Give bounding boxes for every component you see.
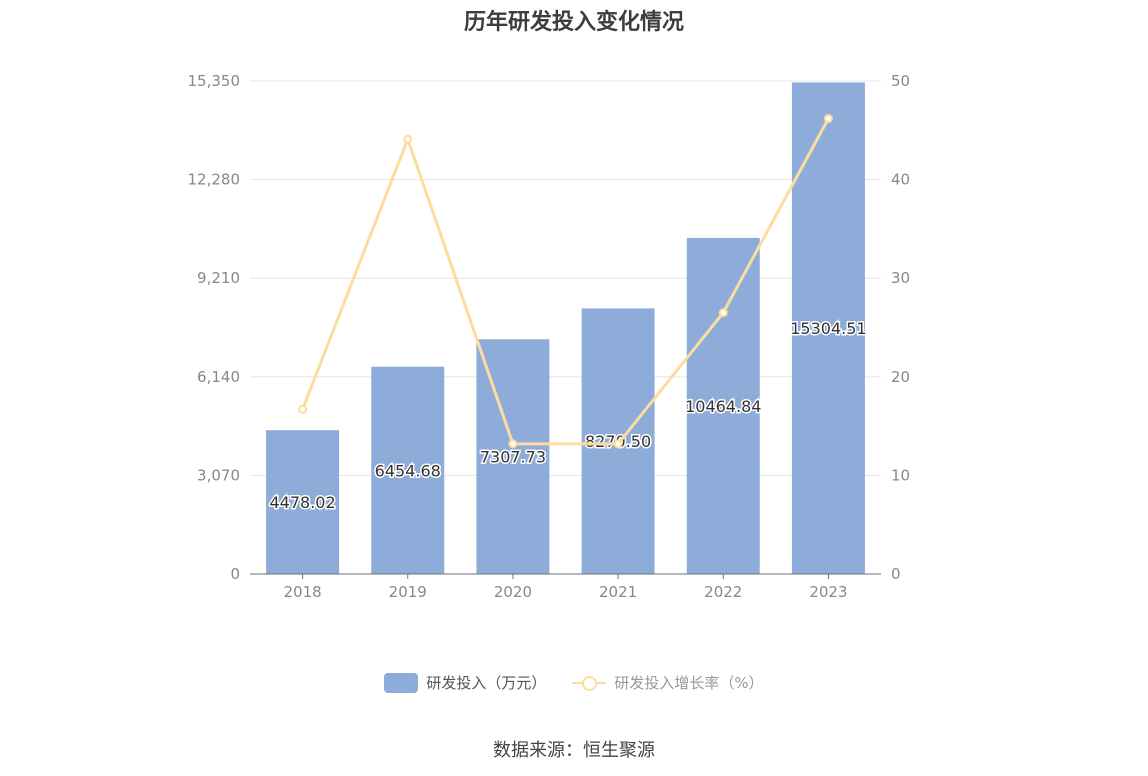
grid-lines bbox=[250, 80, 881, 476]
axes: 0 0 3,070 10 6,140 20 9,210 30 12,280 40 15,350 50 2… bbox=[188, 72, 911, 601]
legend-bar-swatch bbox=[384, 672, 419, 693]
bar-data-label: 15304.51 bbox=[790, 319, 866, 338]
bar bbox=[371, 366, 445, 574]
x-tick-label: 2021 bbox=[599, 583, 637, 601]
y-left-tick-label: 3,070 bbox=[197, 466, 240, 484]
bar-data-label: 4478.02 bbox=[269, 493, 335, 512]
bar-data-label: 7307.73 bbox=[480, 448, 546, 467]
legend-line-label: 研发投入增长率（%） bbox=[614, 674, 764, 692]
y-right-tick-label: 20 bbox=[891, 368, 910, 386]
growth-rate-line bbox=[301, 117, 830, 446]
x-tick-label: 2019 bbox=[389, 583, 427, 601]
growth-rate-point bbox=[718, 308, 728, 318]
y-left-tick-label: 6,140 bbox=[197, 368, 240, 386]
growth-rate-point bbox=[508, 439, 518, 449]
growth-rate-point bbox=[298, 404, 308, 414]
y-right-tick-label: 30 bbox=[891, 269, 910, 287]
x-tick-label: 2023 bbox=[809, 583, 847, 601]
growth-rate-point bbox=[613, 439, 623, 449]
bar-data-label: 10464.84 bbox=[685, 397, 761, 416]
y-left-tick-label: 0 bbox=[230, 565, 240, 583]
bar bbox=[686, 237, 760, 574]
bar-data-label: 6454.68 bbox=[375, 461, 441, 480]
y-left-tick-label: 15,350 bbox=[188, 72, 241, 90]
legend-line-swatch bbox=[572, 673, 607, 693]
y-left-tick-label: 12,280 bbox=[188, 171, 241, 189]
growth-rate-point bbox=[403, 134, 413, 144]
x-tick-label: 2022 bbox=[704, 583, 742, 601]
y-right-tick-label: 0 bbox=[891, 565, 901, 583]
x-tick-label: 2018 bbox=[283, 583, 321, 601]
y-right-tick-label: 40 bbox=[891, 171, 910, 189]
y-right-tick-label: 10 bbox=[891, 466, 910, 484]
legend-bar-label: 研发投入（万元） bbox=[426, 674, 547, 692]
y-left-tick-label: 9,210 bbox=[197, 269, 240, 287]
chart-title: 历年研发投入变化情况 bbox=[463, 10, 684, 35]
data-source: 数据来源：恒生聚源 bbox=[493, 740, 655, 761]
legend-item-line[interactable]: 研发投入增长率（%） bbox=[572, 672, 764, 693]
y-right-tick-label: 50 bbox=[891, 72, 910, 90]
bar bbox=[266, 430, 340, 574]
chart: 4478.026454.687307.738270.5010464.841530… bbox=[188, 72, 911, 601]
bar-data-labels: 4478.026454.687307.738270.5010464.841530… bbox=[268, 318, 868, 514]
x-tick-label: 2020 bbox=[494, 583, 532, 601]
bar bbox=[476, 339, 550, 574]
line-series bbox=[298, 113, 833, 449]
legend-item-bar[interactable]: 研发投入（万元） bbox=[384, 672, 546, 693]
bar-series bbox=[266, 82, 865, 575]
growth-rate-point bbox=[823, 113, 833, 123]
legend: 研发投入（万元） 研发投入增长率（%） bbox=[0, 672, 1148, 693]
